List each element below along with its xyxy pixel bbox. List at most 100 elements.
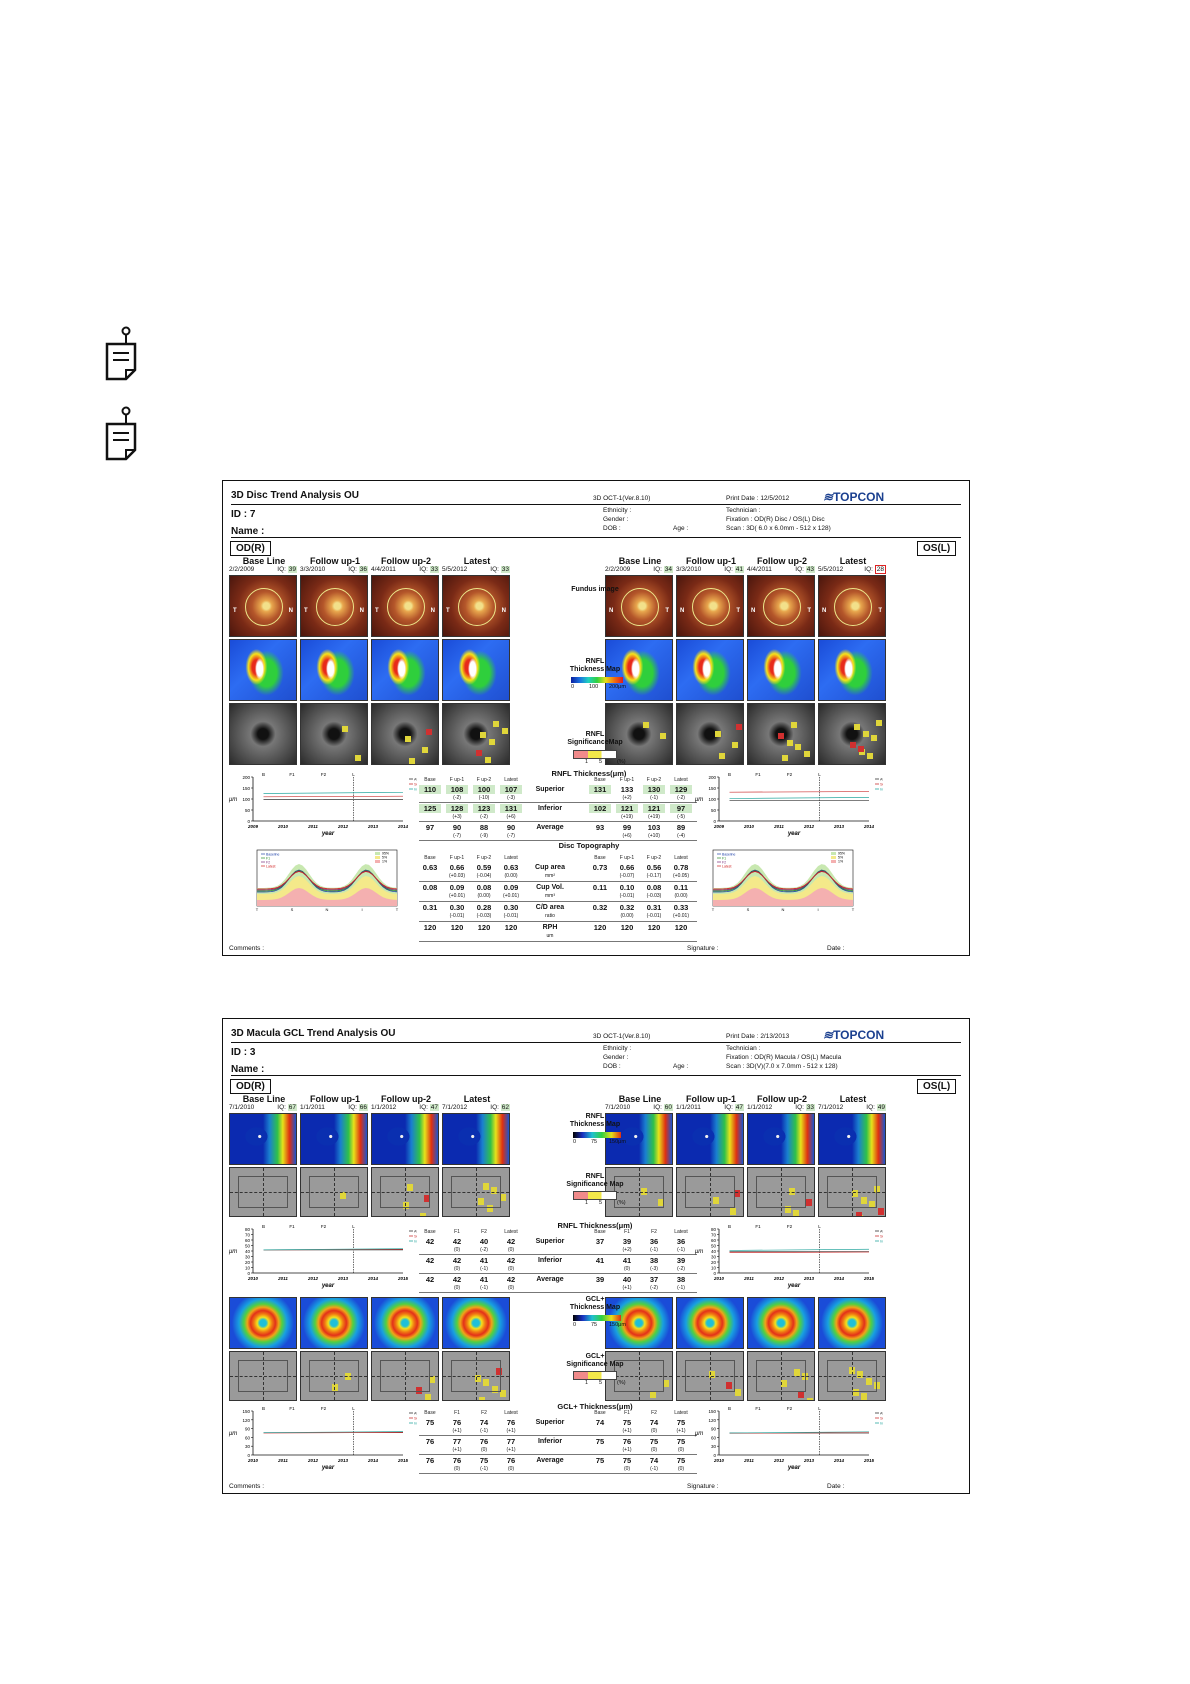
significance-block — [804, 751, 810, 757]
column-header: F up-2 — [646, 855, 662, 861]
legend-label: Average — [414, 778, 417, 782]
ethnicity: Ethnicity : — [603, 1045, 632, 1052]
od-change: (-0.04) — [476, 873, 492, 879]
norm-label: 5% — [838, 856, 843, 860]
tsnit-axis-label: T — [712, 907, 715, 912]
x-tick-label: 2010 — [247, 1276, 259, 1281]
row-label: Inferior — [537, 805, 563, 812]
iq-value: 43 — [805, 566, 815, 573]
visit-date-row: 7/1/2012 IQ: 49 — [818, 1104, 888, 1111]
rnfl-significance-map — [371, 1167, 439, 1217]
x-tick-label: 2015 — [863, 1458, 875, 1463]
visit-date: 7/1/2010 — [229, 1104, 255, 1111]
iq-value: 33 — [805, 1104, 815, 1111]
rnfl-significance-map — [747, 703, 815, 765]
fundus-orientation-right: N — [430, 608, 435, 614]
y-tick-label: 10 — [245, 1266, 251, 1271]
significance-block — [475, 1375, 481, 1382]
visit-date: 7/1/2010 — [605, 1104, 631, 1111]
legend-label: Inferior — [414, 788, 417, 792]
visit-marker-label: B — [262, 772, 265, 777]
sig-scale-5: 5 — [599, 759, 603, 765]
fundus-orientation-right: T — [807, 608, 811, 614]
visit-marker-label: L — [818, 772, 821, 777]
visit-date-row: 3/3/2010 IQ: 36 — [300, 566, 370, 573]
iq-value: 47 — [734, 1104, 744, 1111]
significance-block — [709, 1371, 715, 1378]
significance-block — [726, 1382, 732, 1389]
column-header: Base — [594, 1410, 606, 1416]
trend-line-inferior — [263, 1431, 404, 1434]
visit-label: Latest — [839, 556, 867, 566]
os-change: (0) — [650, 1447, 658, 1453]
visit-date-row: 4/4/2011 IQ: 33 — [371, 566, 441, 573]
rnfl-significance-map — [818, 703, 886, 765]
significance-block — [856, 1212, 862, 1216]
grid-line — [263, 1352, 264, 1400]
iq-label: IQ: 33 — [795, 1104, 815, 1111]
visit-date: 5/5/2012 — [442, 566, 468, 573]
iq-label: IQ: 41 — [724, 566, 744, 573]
x-tick-label: 2011 — [743, 1276, 754, 1281]
significance-block — [474, 1216, 480, 1217]
visit-marker-label: F1 — [755, 1224, 761, 1229]
visit-marker-label: B — [728, 1224, 731, 1229]
significance-block — [429, 1376, 435, 1383]
od-change: (0) — [507, 1285, 515, 1291]
rnfl-table-title: RNFL Thickness(μm) — [557, 1221, 633, 1230]
y-tick-label: 40 — [245, 1249, 251, 1254]
significance-block — [778, 733, 784, 739]
visit-date: 3/3/2010 — [300, 566, 326, 573]
od-gcl-trend-chart: 0 30 60 90 120 150 2010 2011 2012 2013 2014 2015 yea… — [228, 1406, 417, 1471]
od-value: 75 — [425, 1418, 435, 1427]
od-value: 110 — [419, 785, 441, 794]
rnfl-thickness-map — [371, 639, 439, 701]
column-header: Base — [424, 1410, 436, 1416]
od-value: 0.66 — [449, 863, 465, 872]
gcl-significance-map — [442, 1351, 510, 1401]
os-value: 36 — [649, 1237, 659, 1246]
y-tick-label: 30 — [245, 1444, 251, 1449]
sig-scale-1: 1 — [585, 1200, 589, 1206]
os-change: (-1) — [650, 1247, 658, 1253]
os-value: 0.32 — [592, 903, 608, 912]
comments-label: Comments : — [229, 1483, 265, 1490]
rnfl-thickness-map — [818, 1113, 886, 1165]
gcl-significance-label: GCL+ Significance Map — [566, 1353, 624, 1368]
grid-line — [710, 1352, 711, 1400]
rnfl-significance-map — [229, 703, 297, 765]
normal-band-1 — [257, 888, 397, 906]
legend-label: Inferior — [414, 1240, 417, 1244]
os-change: (0) — [677, 1466, 685, 1472]
fundus-orientation-left: N — [609, 608, 614, 614]
od-change: (-1) — [480, 1285, 488, 1291]
significance-block — [478, 1198, 484, 1205]
trend-line-inferior — [729, 1248, 870, 1251]
note-icon — [105, 326, 137, 381]
scan-info: Scan : 3D(V)(7.0 x 7.0mm - 512 x 128) — [726, 1063, 838, 1070]
iq-label: IQ: 33 — [490, 566, 510, 573]
x-tick-label: 2010 — [247, 1458, 259, 1463]
y-tick-label: 120 — [242, 1418, 250, 1423]
od-change: (0) — [453, 1285, 461, 1291]
y-tick-label: 50 — [245, 1244, 251, 1249]
iq-value: 49 — [876, 1104, 886, 1111]
od-value: 76 — [452, 1456, 462, 1465]
significance-block — [476, 750, 482, 756]
od-change: (0) — [507, 1247, 515, 1253]
grid-line — [852, 1352, 853, 1400]
od-value: 42 — [425, 1256, 435, 1265]
rnfl-thickness-map — [300, 1113, 368, 1165]
os-value: 0.11 — [673, 883, 689, 892]
grid-line — [639, 1168, 640, 1216]
visit-marker-label: L — [352, 1224, 355, 1229]
os-value: 75 — [676, 1456, 686, 1465]
visit-label: Latest — [839, 1094, 867, 1104]
od-value: 88 — [479, 823, 489, 832]
os-value: 36 — [676, 1237, 686, 1246]
visit-marker-label: B — [728, 1406, 731, 1411]
os-change: (-0.03) — [646, 893, 662, 899]
significance-block — [492, 1386, 498, 1393]
gcl-significance-map — [676, 1351, 744, 1401]
